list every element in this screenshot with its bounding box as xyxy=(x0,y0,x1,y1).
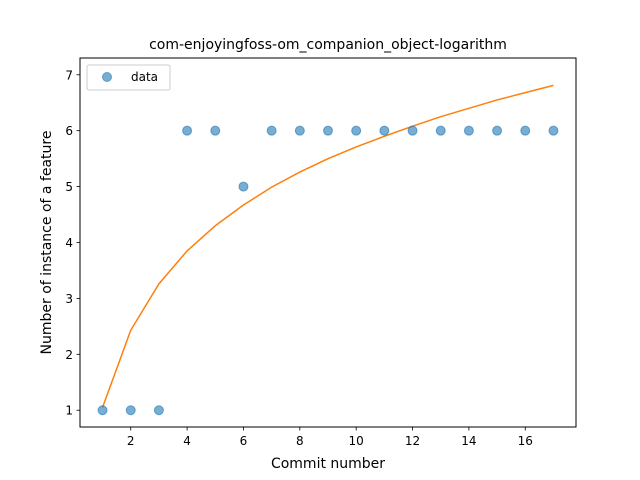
data-point xyxy=(520,125,531,136)
x-tick-label: 10 xyxy=(349,434,364,448)
data-point xyxy=(266,125,277,136)
data-point xyxy=(210,125,221,136)
x-tick-label: 12 xyxy=(405,434,420,448)
y-tick-label: 3 xyxy=(65,292,73,306)
x-axis-label: Commit number xyxy=(271,456,385,472)
data-point xyxy=(351,125,362,136)
data-point xyxy=(492,125,503,136)
data-point xyxy=(379,125,390,136)
fit-line xyxy=(101,84,554,408)
y-tick-label: 5 xyxy=(65,180,73,194)
x-tick-label: 14 xyxy=(461,434,476,448)
data-point xyxy=(97,405,108,416)
legend-label-data: data xyxy=(131,70,158,84)
chart-title: com-enjoyingfoss-om_companion_object-log… xyxy=(149,37,507,53)
data-point xyxy=(407,125,418,136)
x-tick-label: 8 xyxy=(296,434,304,448)
y-tick-label: 7 xyxy=(65,68,73,82)
y-tick-label: 2 xyxy=(65,348,73,362)
data-point xyxy=(323,125,333,136)
data-point xyxy=(153,405,164,416)
data-point xyxy=(238,181,249,192)
legend-marker-data xyxy=(102,72,112,82)
y-tick-label: 4 xyxy=(65,236,73,250)
x-tick-label: 6 xyxy=(240,434,248,448)
y-axis-label: Number of instance of a feature xyxy=(39,131,55,355)
data-point xyxy=(463,125,474,136)
data-point xyxy=(435,125,446,136)
data-point xyxy=(125,405,136,416)
y-tick-label: 1 xyxy=(65,404,73,418)
data-point xyxy=(182,125,193,136)
data-point xyxy=(548,125,559,136)
x-tick-label: 4 xyxy=(183,434,191,448)
x-tick-label: 16 xyxy=(518,434,533,448)
x-tick-label: 2 xyxy=(127,434,135,448)
y-tick-label: 6 xyxy=(65,124,73,138)
data-point xyxy=(294,125,305,136)
legend-box xyxy=(86,64,171,91)
legend: data xyxy=(86,64,171,91)
